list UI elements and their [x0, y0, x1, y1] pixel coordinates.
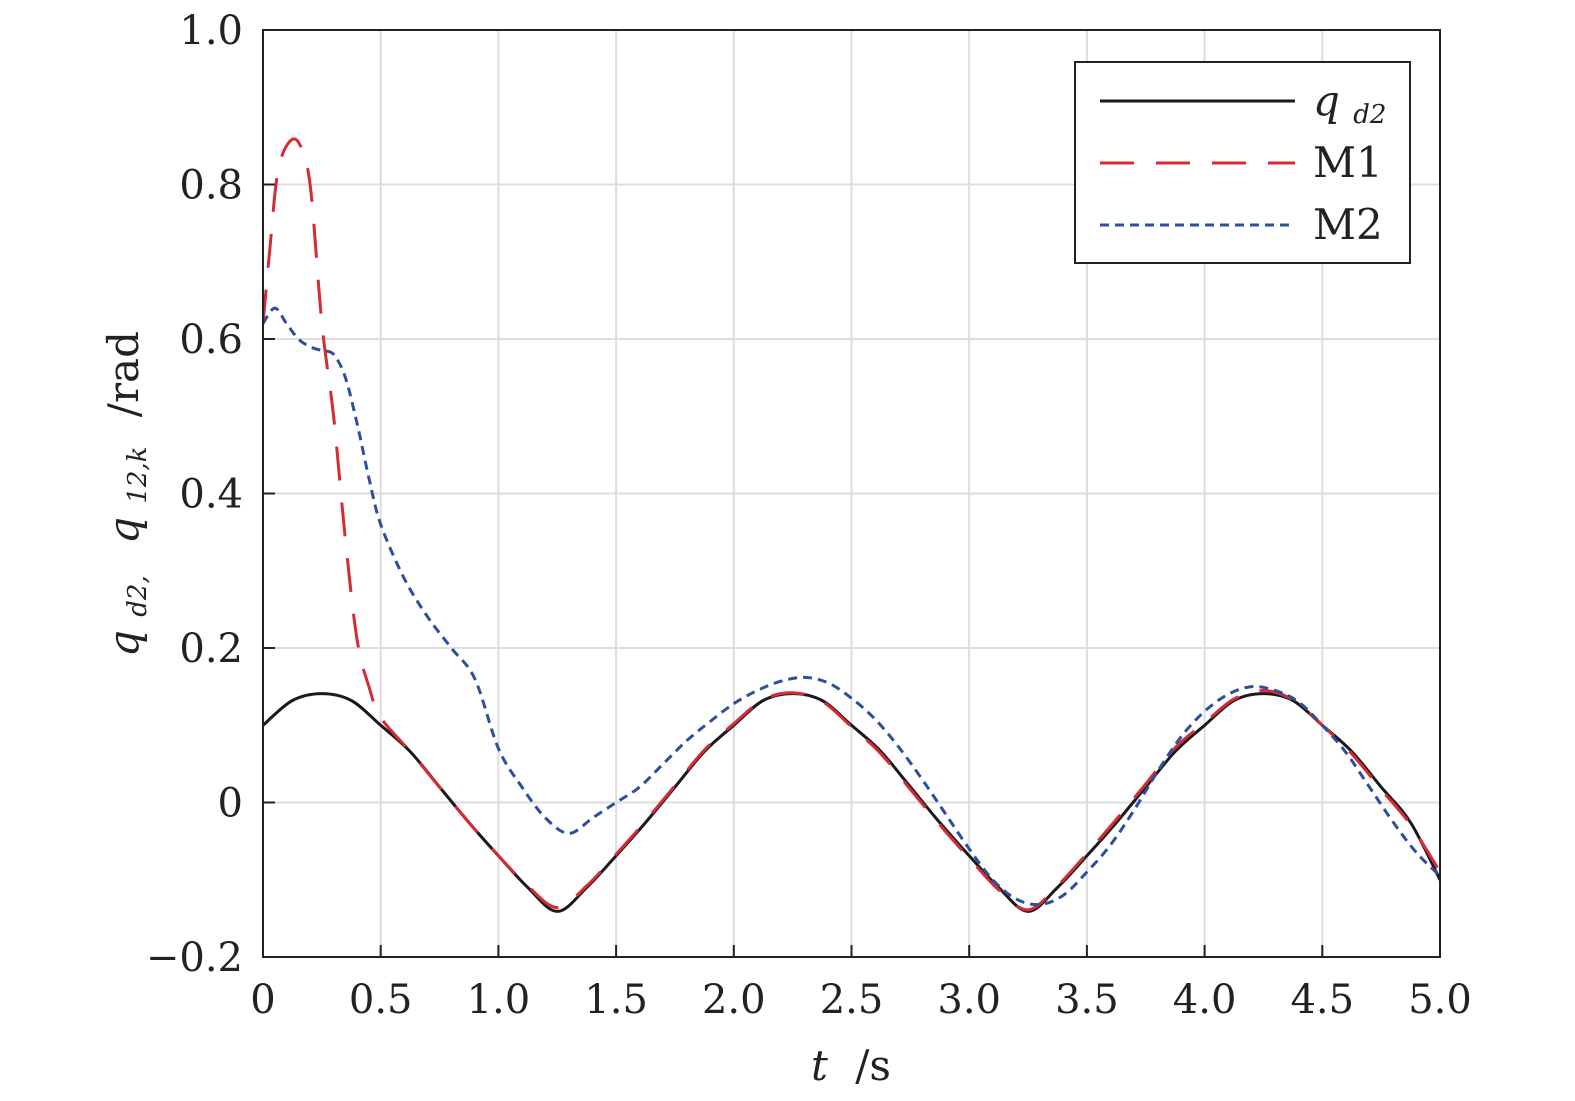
x-tick-label: 1.5 [584, 977, 648, 1023]
x-tick-label: 0 [250, 977, 275, 1023]
y-tick-label: 0.2 [179, 626, 243, 672]
y-tick-label: 0.4 [179, 472, 243, 518]
x-tick-label: 3.5 [1055, 977, 1119, 1023]
x-axis-label-main: t [811, 1041, 828, 1090]
x-tick-label: 5.0 [1408, 977, 1472, 1023]
y-axis-label: q d2, q 12,k /rad [99, 331, 156, 657]
y-tick-label: 0.6 [179, 317, 243, 363]
axis-ticks: 0 0.5 1.0 1.5 2.0 2.5 3.0 3.5 4.0 4.5 5.0−0.200.20… [146, 8, 1472, 1023]
y-axis-label-unit: /rad [99, 331, 148, 417]
y-tick-label: −0.2 [146, 935, 243, 981]
x-tick-label: 4.0 [1173, 977, 1237, 1023]
series-lines [263, 137, 1440, 913]
y-axis-label-part2-sub: 12,k [123, 447, 153, 504]
series-line-m1 [263, 137, 1440, 912]
x-tick-label: 3.0 [937, 977, 1001, 1023]
y-tick-label: 1.0 [179, 8, 243, 54]
x-axis-label: t /s [811, 1041, 891, 1090]
x-tick-label: 1.0 [467, 977, 531, 1023]
legend-label-qd2-main: q [1313, 76, 1340, 125]
legend-label-m2: M2 [1313, 200, 1383, 249]
x-tick-label: 2.5 [820, 977, 884, 1023]
legend: q d2 M1 M2 [1074, 61, 1411, 264]
series-line-m2 [263, 306, 1440, 907]
x-tick-label: 2.0 [702, 977, 766, 1023]
y-axis-label-part1-main: q [99, 630, 148, 657]
legend-label-qd2-sub: d2 [1353, 100, 1386, 130]
legend-label-m1: M1 [1313, 138, 1383, 187]
legend-label-qd2: q d2 [1313, 76, 1386, 130]
y-tick-label: 0 [218, 781, 243, 827]
y-axis-label-part1-sub: d2, [123, 575, 153, 616]
y-axis-label-part2-main: q [99, 517, 148, 544]
y-tick-label: 0.8 [179, 163, 243, 209]
x-tick-label: 0.5 [349, 977, 413, 1023]
x-axis-label-unit: /s [855, 1041, 891, 1090]
x-tick-label: 4.5 [1290, 977, 1354, 1023]
